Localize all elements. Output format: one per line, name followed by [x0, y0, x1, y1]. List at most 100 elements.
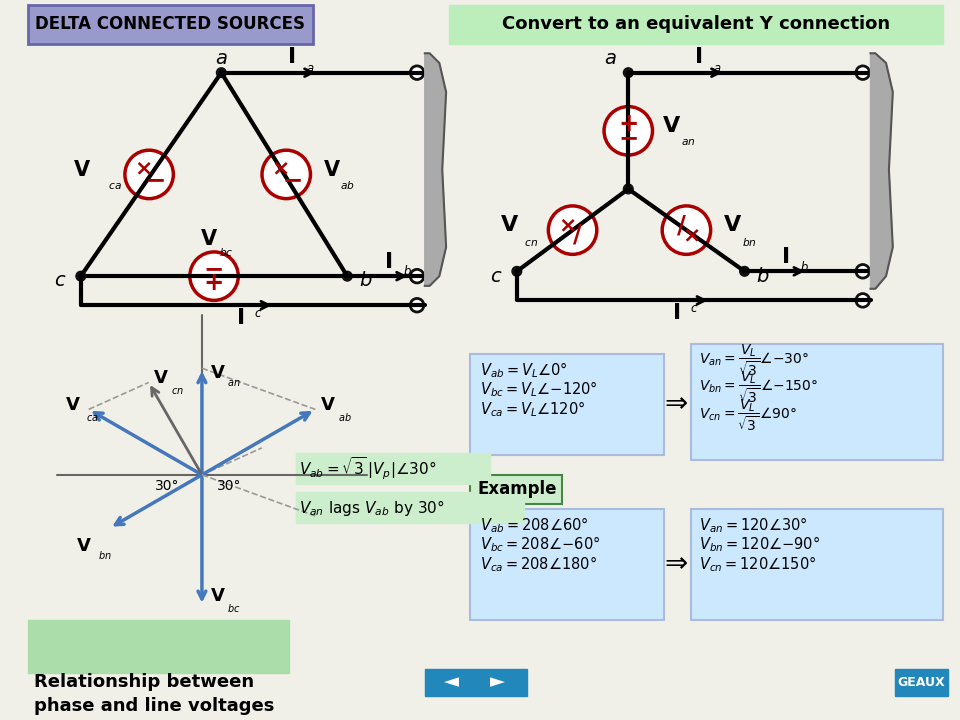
- Text: $V_{ca}=V_L\angle 120°$: $V_{ca}=V_L\angle 120°$: [480, 399, 586, 419]
- Text: $V_{an}=120\angle 30°$: $V_{an}=120\angle 30°$: [699, 516, 807, 535]
- Text: $_{ab}$: $_{ab}$: [341, 176, 355, 192]
- Text: ►: ►: [490, 672, 505, 692]
- Bar: [895, 669, 948, 696]
- Text: $b$: $b$: [756, 266, 770, 286]
- Bar: [424, 669, 526, 696]
- Text: /: /: [573, 223, 582, 247]
- Text: $c$: $c$: [490, 266, 502, 286]
- Text: $b$: $b$: [359, 271, 372, 290]
- Bar: [296, 454, 490, 485]
- Text: $V_{ab}=208\angle 60°$: $V_{ab}=208\angle 60°$: [480, 516, 588, 535]
- Text: $\mathbf{V}$: $\mathbf{V}$: [320, 395, 336, 413]
- Text: $\mathbf{V}$: $\mathbf{V}$: [65, 395, 81, 413]
- Bar: [449, 5, 943, 44]
- Text: $V_{an}=\dfrac{V_L}{\sqrt{3}}\angle{-30°}$: $V_{an}=\dfrac{V_L}{\sqrt{3}}\angle{-30°…: [699, 343, 809, 378]
- Text: $\mathbf{V}$: $\mathbf{V}$: [201, 230, 218, 249]
- Text: $_{ab}$: $_{ab}$: [338, 410, 351, 424]
- Circle shape: [548, 206, 597, 254]
- Text: DELTA CONNECTED SOURCES: DELTA CONNECTED SOURCES: [35, 15, 305, 33]
- Text: $V_{bn}=120\angle{-90°}$: $V_{bn}=120\angle{-90°}$: [699, 535, 820, 554]
- Text: $\mathbf{V}$: $\mathbf{V}$: [500, 215, 519, 235]
- Bar: [28, 5, 313, 44]
- Text: $_{bn}$: $_{bn}$: [742, 234, 756, 249]
- Circle shape: [76, 271, 85, 281]
- Text: Convert to an equivalent Y connection: Convert to an equivalent Y connection: [502, 15, 890, 33]
- Text: $\mathbf{I}$: $\mathbf{I}$: [384, 251, 393, 271]
- Circle shape: [740, 266, 750, 276]
- Bar: [470, 509, 664, 620]
- Text: $_c$: $_c$: [690, 296, 699, 314]
- Text: $V_{cn}=\dfrac{V_L}{\sqrt{3}}\angle 90°$: $V_{cn}=\dfrac{V_L}{\sqrt{3}}\angle 90°$: [699, 397, 797, 433]
- Circle shape: [262, 150, 310, 199]
- Text: ◄: ◄: [444, 672, 460, 692]
- Text: $\mathbf{I}$: $\mathbf{I}$: [672, 303, 680, 323]
- Bar: [470, 474, 563, 504]
- Text: $\mathbf{V}$: $\mathbf{V}$: [209, 364, 226, 382]
- Text: $_a$: $_a$: [712, 56, 721, 74]
- Circle shape: [410, 66, 423, 79]
- Text: ×: ×: [682, 225, 701, 245]
- Circle shape: [125, 150, 174, 199]
- Text: $V_{bc}=V_L\angle{-120°}$: $V_{bc}=V_L\angle{-120°}$: [480, 379, 598, 400]
- Text: +: +: [618, 112, 638, 135]
- Text: $\mathbf{I}$: $\mathbf{I}$: [287, 48, 296, 67]
- Text: $\mathbf{V}$: $\mathbf{V}$: [154, 369, 169, 387]
- Text: $V_{ab}=V_L\angle 0°$: $V_{ab}=V_L\angle 0°$: [480, 360, 567, 380]
- Text: −: −: [145, 168, 165, 192]
- Text: $_b$: $_b$: [402, 261, 412, 279]
- Circle shape: [604, 107, 653, 155]
- Bar: [296, 492, 523, 523]
- Circle shape: [662, 206, 710, 254]
- Text: $V_{bc}=208\angle{-60°}$: $V_{bc}=208\angle{-60°}$: [480, 535, 600, 554]
- Text: $\mathbf{V}$: $\mathbf{V}$: [723, 215, 742, 235]
- Text: ×: ×: [133, 158, 153, 179]
- Circle shape: [216, 68, 227, 78]
- Text: $\mathbf{V}$: $\mathbf{V}$: [77, 536, 92, 554]
- Text: $\mathbf{V}$: $\mathbf{V}$: [73, 160, 91, 179]
- Polygon shape: [424, 53, 446, 286]
- Text: $_{an}$: $_{an}$: [228, 375, 241, 389]
- Text: −: −: [618, 126, 638, 150]
- Text: +: +: [204, 271, 225, 295]
- Text: $_{bc}$: $_{bc}$: [219, 244, 234, 259]
- Text: $_{bc}$: $_{bc}$: [228, 600, 241, 615]
- Text: $V_{an}\ \mathrm{lags}\ V_{ab}\ \mathrm{by}\ 30°$: $V_{an}\ \mathrm{lags}\ V_{ab}\ \mathrm{…: [299, 498, 444, 518]
- Text: ×: ×: [559, 215, 577, 235]
- Text: Relationship between
phase and line voltages: Relationship between phase and line volt…: [35, 673, 275, 715]
- Bar: [470, 354, 664, 456]
- Text: $_{ca}$: $_{ca}$: [108, 176, 122, 192]
- Text: $_{an}$: $_{an}$: [681, 133, 695, 148]
- Text: 30°: 30°: [156, 480, 180, 493]
- Text: $\mathbf{V}$: $\mathbf{V}$: [209, 587, 226, 605]
- Text: $\mathbf{V}$: $\mathbf{V}$: [324, 160, 341, 179]
- Circle shape: [343, 271, 352, 281]
- Text: Example: Example: [477, 480, 557, 498]
- Text: $a$: $a$: [604, 49, 616, 68]
- Text: $_a$: $_a$: [305, 56, 314, 74]
- Text: GEAUX: GEAUX: [897, 675, 945, 688]
- Circle shape: [856, 264, 870, 278]
- Circle shape: [623, 184, 634, 194]
- Circle shape: [623, 68, 634, 78]
- Circle shape: [190, 252, 238, 300]
- Text: ×: ×: [271, 158, 289, 179]
- Text: $\mathbf{V}$: $\mathbf{V}$: [662, 116, 682, 136]
- Circle shape: [410, 298, 423, 312]
- Circle shape: [856, 294, 870, 307]
- Text: $\mathbf{I}$: $\mathbf{I}$: [694, 48, 703, 67]
- Text: $_{ca}$: $_{ca}$: [85, 410, 98, 424]
- Text: $V_{ca}=208\angle 180°$: $V_{ca}=208\angle 180°$: [480, 554, 597, 574]
- Text: $a$: $a$: [215, 49, 228, 68]
- Circle shape: [410, 269, 423, 283]
- Text: $_{bn}$: $_{bn}$: [98, 548, 111, 562]
- Text: −: −: [204, 257, 225, 281]
- Text: $_c$: $_c$: [254, 301, 263, 319]
- Polygon shape: [871, 53, 893, 289]
- Text: $V_{ab}=\sqrt{3}\,|V_p|\angle 30°$: $V_{ab}=\sqrt{3}\,|V_p|\angle 30°$: [299, 456, 437, 482]
- Text: /: /: [677, 213, 686, 238]
- Circle shape: [512, 266, 521, 276]
- Text: $_b$: $_b$: [800, 256, 808, 274]
- Text: $\Rightarrow$: $\Rightarrow$: [660, 388, 688, 416]
- Text: $\mathbf{I}$: $\mathbf{I}$: [781, 247, 789, 267]
- Text: $V_{cn}=120\angle 150°$: $V_{cn}=120\angle 150°$: [699, 554, 816, 574]
